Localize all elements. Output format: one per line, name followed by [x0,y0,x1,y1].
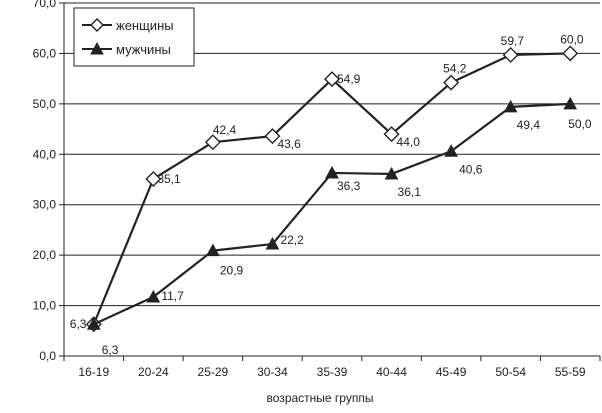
data-point-men [206,243,220,257]
axes: 0,0 10,0 20,0 30,0 40,0 50,0 60,0 70,0 16-19 20-2… [33,0,601,379]
data-point-women [324,71,340,88]
data-label-women: 43,6 [277,137,301,151]
data-point-men [146,289,161,303]
x-tick-label: 30-34 [257,365,288,379]
data-label-women: 54,9 [337,72,361,86]
series-layer [85,45,579,333]
data-point-women [264,128,281,145]
series-line [92,52,571,325]
data-label-women: 54,2 [443,62,467,76]
x-tick-label: 55-59 [555,365,586,379]
x-tick-label: 25-29 [198,365,229,379]
data-labels: 6,3 35,1 42,4 43,6 54,9 44,0 54,2 59,7 60,0 6,3 11… [70,32,592,357]
legend-item-men: мужчины [82,41,171,57]
data-point-women [443,74,460,91]
data-label-men: 22,2 [280,233,304,247]
data-point-women [383,126,400,143]
legend-men-marker [90,41,104,55]
series-women [85,45,579,333]
data-label-men: 36,1 [398,185,422,199]
y-tick-label: 60,0 [33,46,57,60]
data-point-men [325,165,339,179]
data-label-women: 60,0 [560,32,584,46]
data-point-men [444,144,458,157]
legend-women-marker [90,18,104,32]
legend-box [73,7,195,67]
data-label-men: 6,3 [102,343,119,357]
data-label-men: 11,7 [161,289,184,303]
legend-men-label: мужчины [116,42,171,57]
x-tick-label: 50-54 [495,365,526,379]
y-tick-label: 40,0 [33,147,57,161]
data-label-women: 42,4 [213,123,237,137]
data-label-women: 59,7 [501,34,525,48]
y-tick-label: 30,0 [33,198,57,212]
data-label-men: 36,3 [337,179,361,193]
legend: женщины мужчины [73,7,195,67]
data-point-men [384,166,399,180]
data-label-men: 49,4 [517,118,541,132]
y-tick-label: 20,0 [33,248,57,262]
data-point-women [204,134,221,151]
x-tick-label: 45-49 [436,365,467,379]
x-tick-label: 16-19 [78,365,109,379]
y-tick-label: 50,0 [33,97,57,111]
data-point-men [503,99,518,113]
data-label-men: 50,0 [568,117,592,131]
series-men [86,96,578,330]
data-point-men [265,237,280,250]
data-point-women [562,45,579,62]
y-tick-label: 70,0 [33,0,57,10]
data-point-women [502,46,519,63]
data-point-men [563,96,578,110]
data-label-women: 44,0 [397,135,421,149]
y-tick-label: 10,0 [33,299,57,313]
x-tick-label: 35-39 [317,365,348,379]
x-axis-title: возрастные группы [267,391,374,405]
data-label-men: 40,6 [459,162,483,176]
data-label-men: 20,9 [220,264,244,278]
data-label-women: 6,3 [70,317,87,331]
legend-item-women: женщины [82,18,174,33]
data-point-men [86,317,101,330]
data-point-women [145,171,162,187]
x-tick-label: 20-24 [138,365,169,379]
legend-women-label: женщины [116,18,174,33]
x-tick-label: 40-44 [376,365,407,379]
data-label-women: 35,1 [157,172,181,186]
y-tick-label: 0,0 [39,349,56,363]
